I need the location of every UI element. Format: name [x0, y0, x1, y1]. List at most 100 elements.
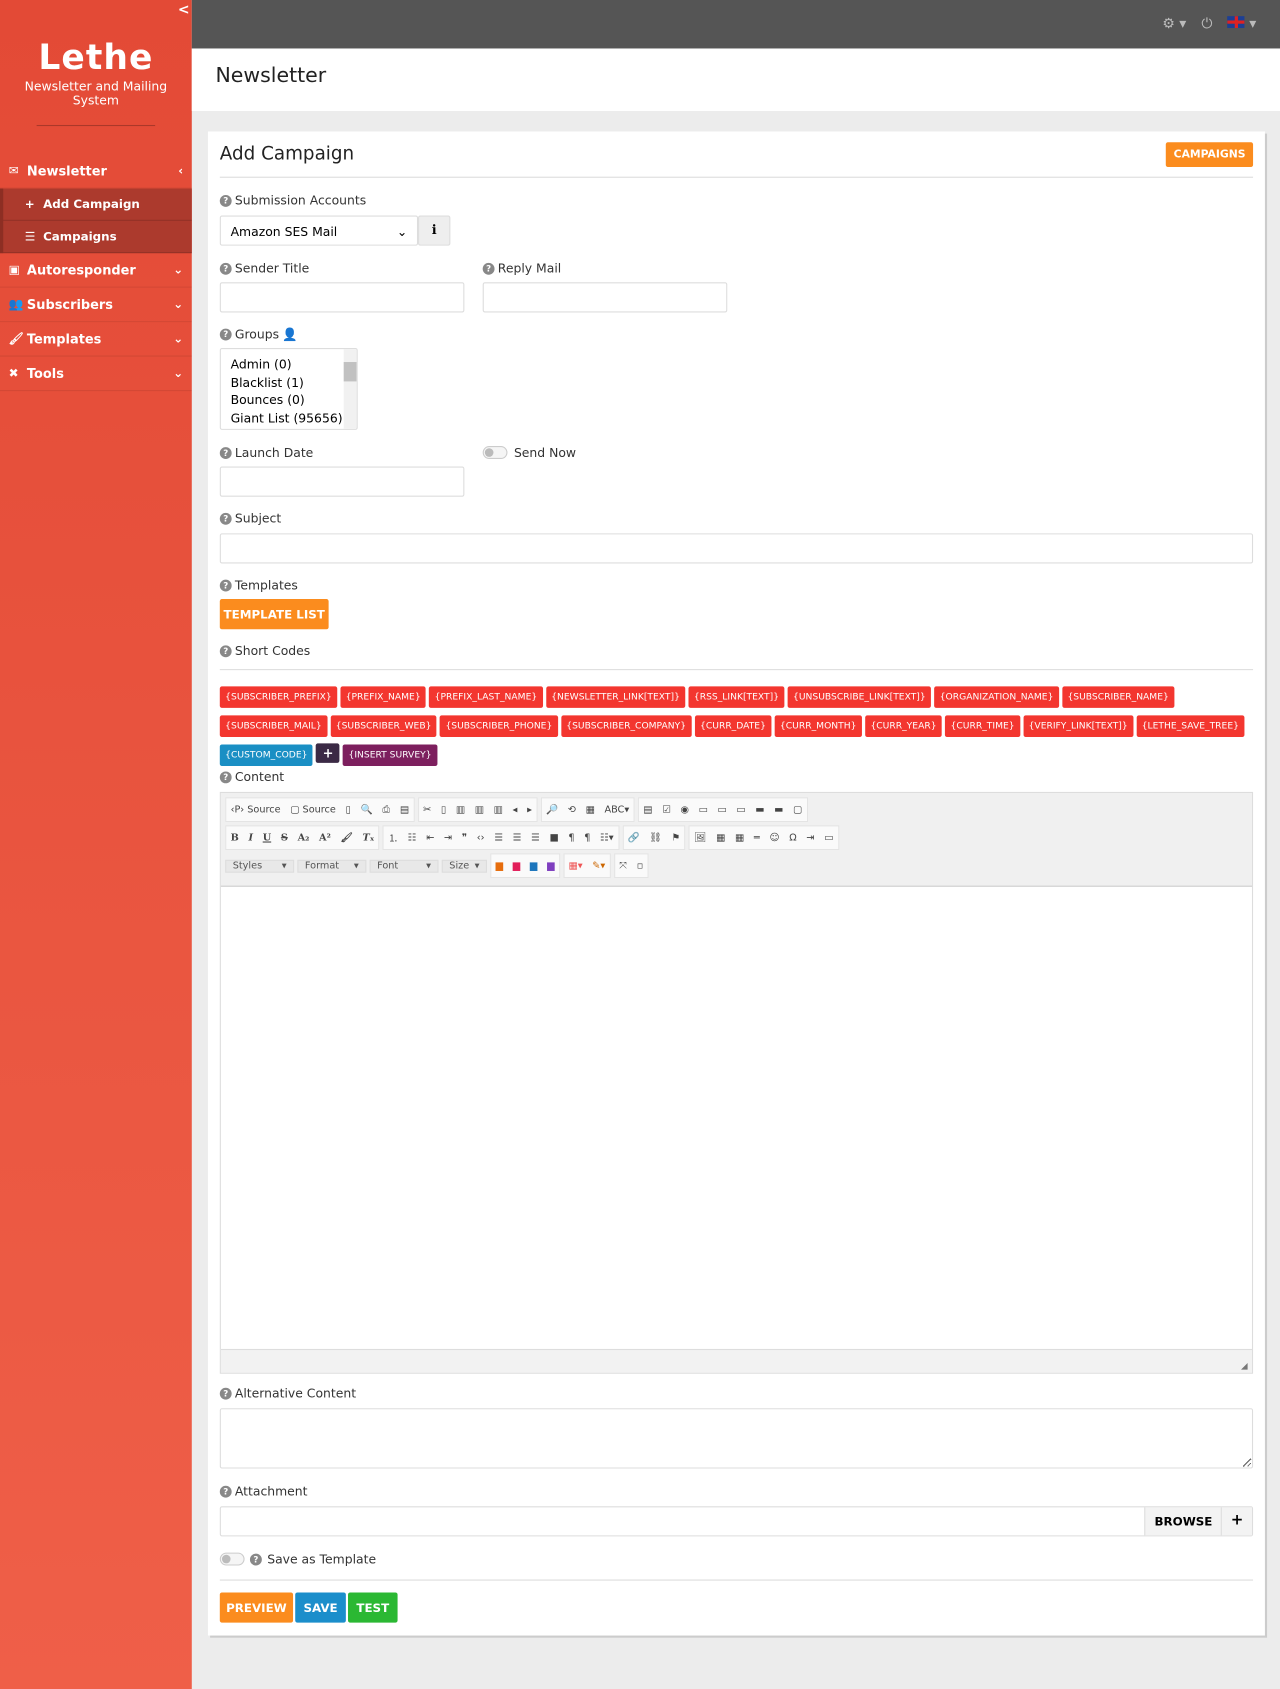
remove-format-icon[interactable]: Tₓ [362, 832, 375, 844]
attachment-input[interactable]: BROWSE + [219, 1506, 1254, 1537]
sender-title-input[interactable] [219, 282, 465, 313]
short-code-tag[interactable]: {NEWSLETTER_LINK[TEXT]} [545, 686, 686, 708]
table-icon[interactable]: ▦ [735, 832, 745, 844]
submission-accounts-select[interactable]: Amazon SES Mail ⌄ [219, 215, 419, 246]
special-char-icon[interactable]: Ω [789, 832, 797, 844]
select-icon[interactable]: ▭ [736, 804, 746, 816]
page-break-icon[interactable]: ⇥ [806, 832, 815, 844]
custom-code-tag[interactable]: {CUSTOM_CODE} [219, 744, 313, 767]
sidebar-item-campaigns[interactable]: ☰ Campaigns [3, 221, 192, 254]
collapse-sidebar-icon[interactable]: < [177, 2, 190, 19]
replace-icon[interactable]: ⟲ [567, 804, 576, 816]
short-code-tag[interactable]: {SUBSCRIBER_NAME} [1062, 686, 1175, 708]
short-code-tag[interactable]: {SUBSCRIBER_PHONE} [440, 715, 558, 737]
group-option[interactable]: Giant List (95656) [230, 409, 343, 426]
paste-text-icon[interactable]: ▥ [474, 804, 484, 816]
add-short-code-button[interactable]: + [316, 743, 340, 763]
launch-date-input[interactable] [219, 466, 465, 497]
short-code-tag[interactable]: {CURR_DATE} [694, 715, 772, 737]
short-code-tag[interactable]: {PREFIX_NAME} [340, 686, 427, 708]
preview-icon[interactable]: 🔍 [360, 804, 373, 816]
save-button[interactable]: SAVE [295, 1592, 346, 1623]
superscript-icon[interactable]: A² [319, 832, 331, 844]
hidden-field-icon[interactable]: ▢ [793, 804, 803, 816]
blockquote-icon[interactable]: ❞ [461, 832, 468, 844]
short-code-tag[interactable]: {RSS_LINK[TEXT]} [688, 686, 785, 708]
short-code-tag[interactable]: {CURR_MONTH} [774, 715, 862, 737]
short-code-tag[interactable]: {LETHE_SAVE_TREE} [1136, 715, 1245, 737]
language-menu[interactable]: ▾ [1227, 16, 1256, 32]
sidebar-item-autoresponder[interactable]: ▣ Autoresponder ⌄ [0, 253, 192, 288]
link-icon[interactable]: 🔗 [627, 832, 640, 844]
strike-icon[interactable]: S [280, 832, 288, 844]
templates-icon[interactable]: ▤ [399, 804, 410, 816]
textfield-icon[interactable]: ▭ [698, 804, 708, 816]
subject-input[interactable] [219, 533, 1254, 564]
horizontal-rule-icon[interactable]: ═ [753, 832, 760, 844]
iframe-icon[interactable]: ▭ [824, 832, 834, 844]
format-select[interactable]: Format ▾ [297, 859, 367, 873]
anchor-icon[interactable]: ⚑ [671, 832, 681, 844]
group-option[interactable]: Blacklist (1) [230, 374, 304, 390]
unlock-icon[interactable]: ▆ [512, 860, 521, 872]
smiley-icon[interactable]: ☺ [769, 832, 780, 844]
sidebar-item-subscribers[interactable]: 👥 Subscribers ⌄ [0, 288, 192, 323]
select-all-icon[interactable]: ▦ [585, 804, 595, 816]
sidebar-item-add-campaign[interactable]: + Add Campaign [3, 189, 192, 221]
test-button[interactable]: TEST [348, 1592, 398, 1623]
maximize-icon[interactable]: ⤧ [619, 860, 628, 872]
rich-text-editor[interactable]: ‹P› Source ▢ Source ▯ 🔍 ⎙ ▤ ✂ ▯ ▥ ▥ ▥ ◂ ▸ 🔎 ⟲ ▦ ABC▾ ▤… [219, 791, 1254, 1374]
form-icon[interactable]: ▤ [643, 804, 653, 816]
format-painter-icon[interactable]: 🖌 [340, 832, 353, 844]
bulleted-list-icon[interactable]: ☷ [407, 832, 417, 844]
group-option[interactable]: Bounces (0) [230, 392, 305, 408]
edit-icon[interactable]: ▆ [547, 860, 555, 872]
short-code-tag[interactable]: {CURR_TIME} [945, 715, 1020, 737]
unlink-icon[interactable]: ⛓ [649, 832, 662, 844]
rtl-icon[interactable]: ¶ [584, 832, 591, 844]
sidebar-item-tools[interactable]: ✖ Tools ⌄ [0, 357, 192, 392]
textarea-icon[interactable]: ▭ [717, 804, 727, 816]
scrollbar[interactable] [343, 349, 357, 429]
redo-icon[interactable]: ▸ [527, 804, 532, 816]
align-left-icon[interactable]: ☰ [494, 832, 503, 844]
checkbox-icon[interactable]: ☑ [662, 804, 671, 816]
paste-word-icon[interactable]: ▥ [493, 804, 503, 816]
send-now-toggle[interactable] [482, 446, 508, 459]
cut-icon[interactable]: ✂ [423, 804, 432, 816]
button-icon[interactable]: ▬ [755, 804, 765, 816]
short-code-tag[interactable]: {CURR_YEAR} [865, 715, 942, 737]
preview-button[interactable]: PREVIEW [219, 1592, 294, 1623]
align-center-icon[interactable]: ☰ [512, 832, 522, 844]
undo-icon[interactable]: ◂ [512, 804, 518, 816]
language-icon[interactable]: ☷▾ [600, 832, 614, 844]
resize-handle-icon[interactable]: ◢ [1241, 1360, 1248, 1371]
add-attachment-button[interactable]: + [1221, 1507, 1252, 1536]
indent-icon[interactable]: ⇥ [444, 832, 453, 844]
short-code-tag[interactable]: {SUBSCRIBER_MAIL} [219, 715, 328, 737]
sidebar-item-newsletter[interactable]: ✉ Newsletter ‹ [0, 154, 192, 189]
template-list-button[interactable]: TEMPLATE LIST [219, 599, 329, 630]
short-code-tag[interactable]: {SUBSCRIBER_COMPANY} [560, 715, 692, 737]
flash-icon[interactable]: ▦ [716, 832, 726, 844]
find-icon[interactable]: 🔎 [545, 804, 559, 816]
file-manager-icon[interactable]: ▆ [495, 860, 504, 872]
short-code-tag[interactable]: {PREFIX_LAST_NAME} [429, 686, 543, 708]
sidebar-item-templates[interactable]: 🖌 Templates ⌄ [0, 322, 192, 357]
campaigns-button[interactable]: CAMPAIGNS [1166, 141, 1254, 167]
justify-icon[interactable]: ■ [549, 832, 559, 844]
paste-icon[interactable]: ▥ [455, 804, 466, 816]
bold-icon[interactable]: B [230, 832, 239, 844]
layout-icon[interactable]: ▆ [529, 860, 538, 872]
size-select[interactable]: Size ▾ [441, 859, 488, 873]
subscript-icon[interactable]: A₂ [297, 832, 310, 844]
bg-color-icon[interactable]: ✎▾ [592, 860, 606, 872]
reply-mail-input[interactable] [482, 282, 728, 313]
short-code-tag[interactable]: {UNSUBSCRIBE_LINK[TEXT]} [787, 686, 932, 708]
alternative-content-textarea[interactable] [219, 1408, 1254, 1469]
styles-select[interactable]: Styles ▾ [225, 859, 295, 873]
numbered-list-icon[interactable]: ⒈ [388, 833, 399, 845]
source-doc-button[interactable]: ▢ Source [290, 804, 336, 816]
text-color-icon[interactable]: ▦▾ [568, 860, 583, 872]
print-icon[interactable]: ⎙ [382, 804, 391, 816]
